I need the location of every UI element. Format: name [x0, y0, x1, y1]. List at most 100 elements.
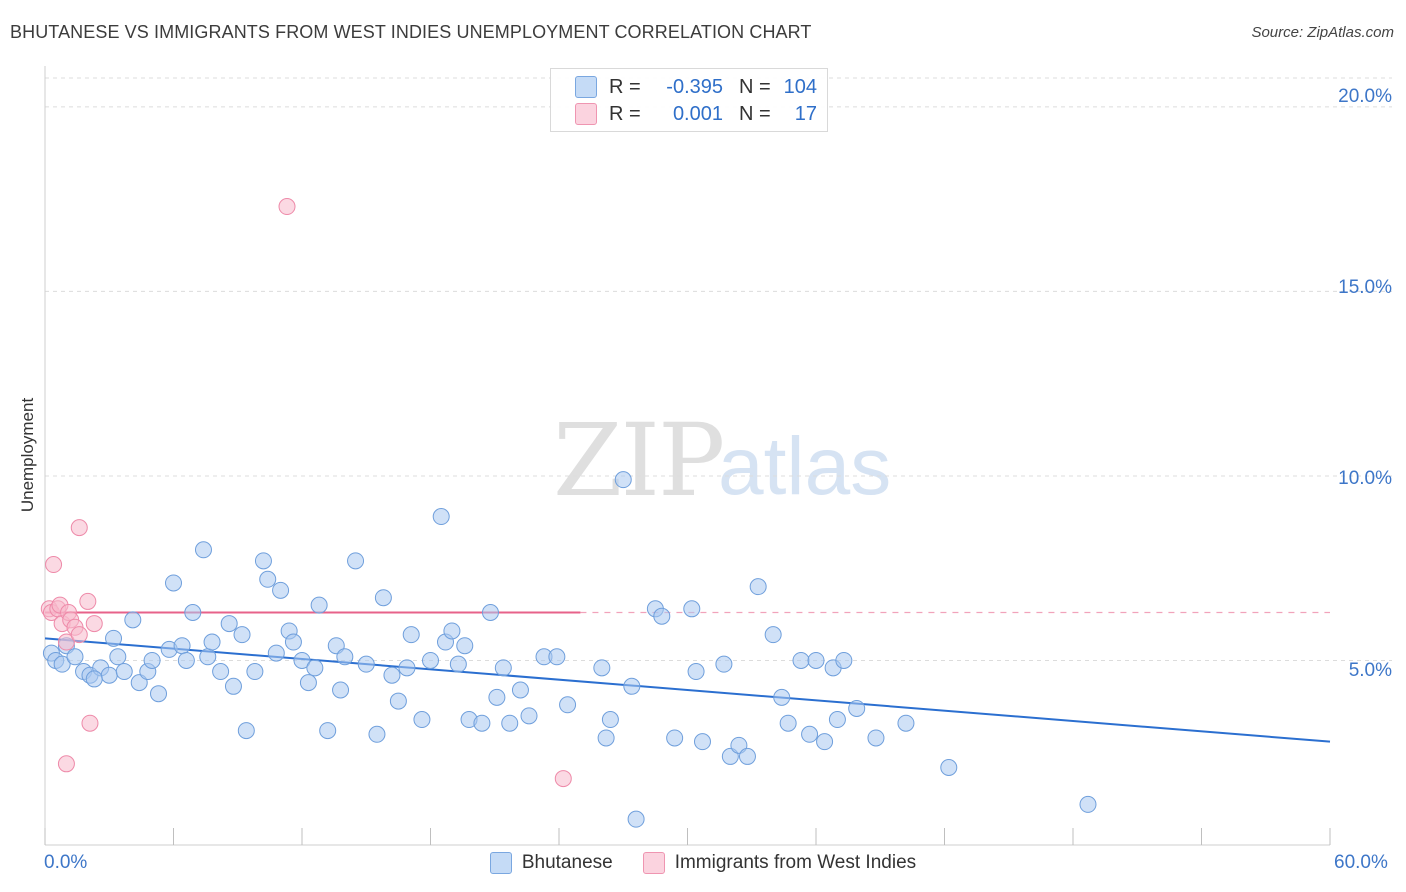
point-west-indies: [45, 556, 63, 574]
point-bhutanese: [773, 688, 791, 706]
point-bhutanese: [85, 670, 103, 688]
point-bhutanese: [212, 663, 230, 681]
data-points: [40, 198, 1097, 828]
y-tick-label-5: 5.0%: [1348, 660, 1392, 681]
point-bhutanese: [194, 541, 212, 559]
legend-n-value: 104: [783, 75, 817, 98]
point-bhutanese: [443, 622, 461, 640]
legend-label-bhutanese: Bhutanese: [521, 852, 613, 873]
point-bhutanese: [199, 648, 217, 666]
legend-n-label: N =: [739, 75, 771, 98]
point-bhutanese: [143, 651, 161, 669]
point-bhutanese: [398, 659, 416, 677]
legend-item-west-indies[interactable]: Immigrants from West Indies: [642, 852, 916, 874]
legend-n-label: N =: [739, 102, 771, 125]
point-bhutanese: [347, 552, 365, 570]
y-tick-label-10: 10.0%: [1338, 468, 1392, 489]
point-bhutanese: [246, 663, 264, 681]
point-west-indies: [70, 519, 88, 537]
point-bhutanese: [259, 570, 277, 588]
legend-swatch-bhutanese: [489, 852, 512, 874]
point-bhutanese: [449, 655, 467, 673]
legend-row-west-indies: R = 0.001 N = 17: [575, 102, 817, 126]
legend-swatch-west-indies: [642, 852, 665, 874]
point-bhutanese: [614, 471, 632, 489]
point-bhutanese: [299, 674, 317, 692]
point-bhutanese: [494, 659, 512, 677]
legend-n-value: 17: [794, 102, 817, 125]
point-bhutanese: [488, 688, 506, 706]
point-bhutanese: [272, 581, 290, 599]
point-bhutanese: [267, 644, 285, 662]
point-west-indies: [554, 770, 572, 788]
point-bhutanese: [383, 666, 401, 684]
point-bhutanese: [715, 655, 733, 673]
point-bhutanese: [66, 648, 84, 666]
point-west-indies: [57, 633, 75, 651]
point-bhutanese: [177, 651, 195, 669]
point-bhutanese: [203, 633, 221, 651]
point-west-indies: [81, 714, 99, 732]
watermark-zip: ZIP: [553, 402, 725, 519]
point-bhutanese: [749, 578, 767, 596]
point-bhutanese: [501, 714, 519, 732]
point-bhutanese: [683, 600, 701, 618]
chart-title: BHUTANESE VS IMMIGRANTS FROM WEST INDIES…: [10, 22, 812, 42]
point-bhutanese: [848, 699, 866, 717]
legend-r-value: -0.395: [666, 75, 723, 98]
legend-r-label: R =: [609, 102, 641, 125]
point-bhutanese: [124, 611, 142, 629]
point-bhutanese: [184, 604, 202, 621]
point-bhutanese: [601, 711, 619, 729]
point-bhutanese: [357, 655, 375, 673]
point-bhutanese: [764, 626, 782, 644]
point-bhutanese: [310, 596, 328, 614]
legend-row-bhutanese: R = -0.395 N = 104: [575, 75, 817, 99]
point-bhutanese: [897, 714, 915, 732]
point-bhutanese: [332, 681, 350, 699]
grid-lines: [45, 77, 1392, 661]
point-bhutanese: [481, 604, 499, 621]
point-bhutanese: [368, 725, 386, 743]
axes: [44, 66, 1331, 846]
legend-r-label: R =: [609, 75, 641, 98]
point-bhutanese: [254, 552, 272, 570]
point-bhutanese: [511, 681, 529, 699]
point-bhutanese: [623, 677, 641, 695]
point-bhutanese: [940, 759, 958, 776]
point-west-indies: [85, 615, 103, 633]
point-bhutanese: [548, 648, 566, 666]
point-bhutanese: [306, 659, 324, 677]
point-bhutanese: [593, 659, 611, 677]
point-bhutanese: [456, 637, 474, 655]
correlation-legend: R = -0.395 N = 104 R = 0.001 N = 17: [550, 68, 828, 132]
point-bhutanese: [801, 725, 819, 743]
point-bhutanese: [237, 722, 255, 740]
point-bhutanese: [666, 729, 684, 747]
point-bhutanese: [1079, 795, 1097, 813]
point-bhutanese: [105, 629, 123, 647]
point-bhutanese: [597, 729, 615, 747]
trend-line-bhutanese: [44, 637, 1331, 743]
point-bhutanese: [559, 696, 577, 714]
point-bhutanese: [653, 607, 671, 625]
point-bhutanese: [220, 615, 238, 633]
point-bhutanese: [693, 733, 711, 751]
point-bhutanese: [374, 589, 392, 607]
point-bhutanese: [165, 574, 182, 592]
legend-item-bhutanese[interactable]: Bhutanese: [489, 852, 613, 874]
point-bhutanese: [109, 648, 127, 666]
legend-swatch-west-indies: [575, 103, 597, 125]
point-bhutanese: [779, 714, 797, 732]
point-bhutanese: [389, 692, 407, 710]
point-bhutanese: [402, 626, 420, 644]
point-bhutanese: [150, 685, 168, 703]
point-bhutanese: [867, 729, 885, 747]
point-bhutanese: [828, 711, 846, 729]
point-west-indies: [278, 198, 296, 216]
y-tick-label-20: 20.0%: [1338, 86, 1392, 107]
point-bhutanese: [413, 711, 431, 729]
source-label: Source: ZipAtlas.com: [1251, 24, 1394, 41]
point-bhutanese: [173, 637, 191, 655]
